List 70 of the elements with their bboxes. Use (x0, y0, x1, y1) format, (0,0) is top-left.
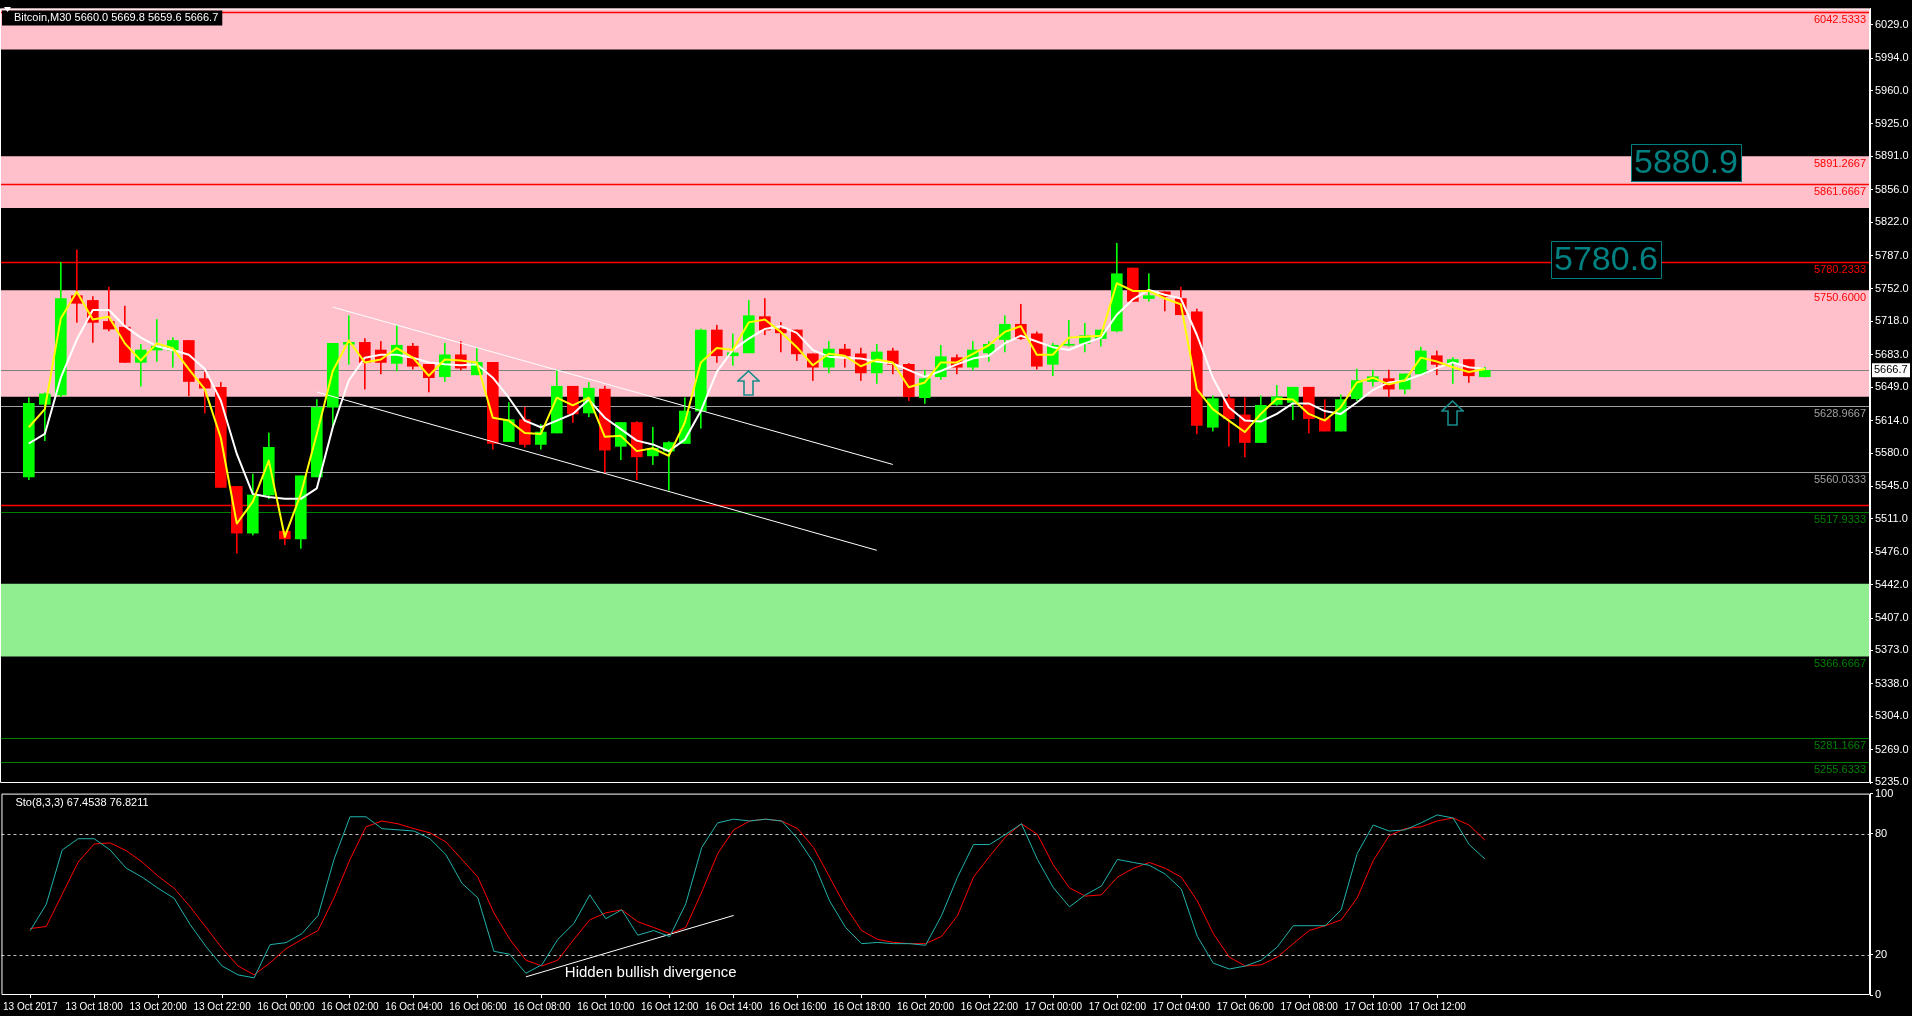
y-tick-label: 5787.0 (1875, 248, 1909, 261)
y-tick-label: 6029.0 (1875, 17, 1909, 30)
y-tick-label: 5649.0 (1875, 380, 1909, 393)
y-tick-label: 5304.0 (1875, 709, 1909, 722)
y-tick-label: 5442.0 (1875, 577, 1909, 590)
x-tick-label: 16 Oct 04:00 (385, 1000, 444, 1012)
x-tick-label: 13 Oct 22:00 (193, 1000, 252, 1012)
x-tick-label: 16 Oct 06:00 (449, 1000, 507, 1012)
x-tick-label: 16 Oct 10:00 (577, 1000, 635, 1012)
y-tick-label: 5338.0 (1875, 676, 1909, 689)
x-tick-label: 17 Oct 08:00 (1280, 1000, 1339, 1012)
y-tick-label: 5269.0 (1875, 742, 1909, 755)
x-tick-label: 13 Oct 2017 (3, 1000, 58, 1012)
y-tick-label: 5925.0 (1875, 117, 1909, 130)
y-tick-label: 5891.0 (1875, 149, 1909, 162)
candlestick (1062, 320, 1075, 347)
y-tick-label: 80 (1875, 826, 1888, 839)
annotation: Hidden bullish divergence (564, 962, 737, 980)
ref-line-label: 5560.0333 (1814, 473, 1866, 486)
y-tick-label: 0 (1875, 988, 1882, 1001)
ref-line-label: 5255.6333 (1814, 763, 1866, 776)
y-tick-label: 5822.0 (1875, 215, 1909, 228)
y-tick-label: 5407.0 (1875, 611, 1909, 624)
chart-title: Sto(8,3,3) 67.4538 76.8211 (15, 796, 149, 809)
x-tick-label: 16 Oct 02:00 (321, 1000, 380, 1012)
x-tick-label: 17 Oct 10:00 (1344, 1000, 1403, 1012)
y-tick-label: 5476.0 (1875, 545, 1909, 558)
ref-line-label: 5628.9667 (1814, 407, 1866, 420)
x-tick-label: 16 Oct 00:00 (257, 1000, 316, 1012)
band-label: 5891.2667 (1814, 156, 1866, 169)
text: 5780.6 (1554, 239, 1658, 278)
y-tick-label: 5373.0 (1875, 643, 1909, 656)
y-tick-label: 5752.0 (1875, 282, 1909, 295)
ref-line-label: 5861.6667 (1814, 185, 1866, 198)
x-tick-label: 16 Oct 20:00 (896, 1000, 955, 1012)
x-tick-label: 17 Oct 00:00 (1024, 1000, 1083, 1012)
x-tick-label: 13 Oct 18:00 (65, 1000, 124, 1012)
candlestick (1142, 273, 1155, 302)
y-tick-label: 5994.0 (1875, 51, 1909, 64)
x-tick-label: 16 Oct 16:00 (769, 1000, 827, 1012)
y-tick-label: 100 (1875, 786, 1894, 799)
x-tick-label: 17 Oct 12:00 (1408, 1000, 1467, 1012)
x-tick-label: 16 Oct 14:00 (705, 1000, 763, 1012)
y-tick-label: 5960.0 (1875, 83, 1909, 96)
x-tick-label: 16 Oct 18:00 (832, 1000, 891, 1012)
x-tick-label: 16 Oct 22:00 (960, 1000, 1019, 1012)
ref-line-label: 5780.2333 (1814, 263, 1866, 276)
band-label: 5366.6667 (1814, 657, 1866, 670)
x-tick-label: 17 Oct 04:00 (1152, 1000, 1211, 1012)
ref-line-label: 5281.1667 (1814, 739, 1866, 752)
chart-title: Bitcoin,M30 5660.0 5669.8 5659.6 5666.7 (14, 11, 219, 24)
y-tick-label: 5614.0 (1875, 413, 1909, 426)
ref-line-label: 5517.9333 (1814, 513, 1866, 526)
x-tick-label: 13 Oct 20:00 (129, 1000, 188, 1012)
y-tick-label: 5856.0 (1875, 182, 1909, 195)
y-tick-label: 5545.0 (1875, 479, 1909, 492)
ref-line-label: 6042.5333 (1814, 13, 1866, 26)
y-tick-label: 5235.0 (1875, 775, 1909, 788)
y-tick-label: 5580.0 (1875, 446, 1909, 459)
y-tick-label: 5718.0 (1875, 314, 1909, 327)
band-label: 5750.6000 (1814, 290, 1866, 303)
x-tick-label: 17 Oct 02:00 (1088, 1000, 1147, 1012)
x-tick-label: 16 Oct 12:00 (641, 1000, 699, 1012)
ref-line-label: 5666.7 (1874, 363, 1908, 376)
x-tick-label: 17 Oct 06:00 (1216, 1000, 1275, 1012)
text: 5880.9 (1634, 142, 1738, 181)
y-tick-label: 5511.0 (1875, 511, 1908, 524)
y-tick-label: 5683.0 (1875, 347, 1909, 360)
x-tick-label: 16 Oct 08:00 (513, 1000, 571, 1012)
y-tick-label: 20 (1875, 947, 1888, 960)
